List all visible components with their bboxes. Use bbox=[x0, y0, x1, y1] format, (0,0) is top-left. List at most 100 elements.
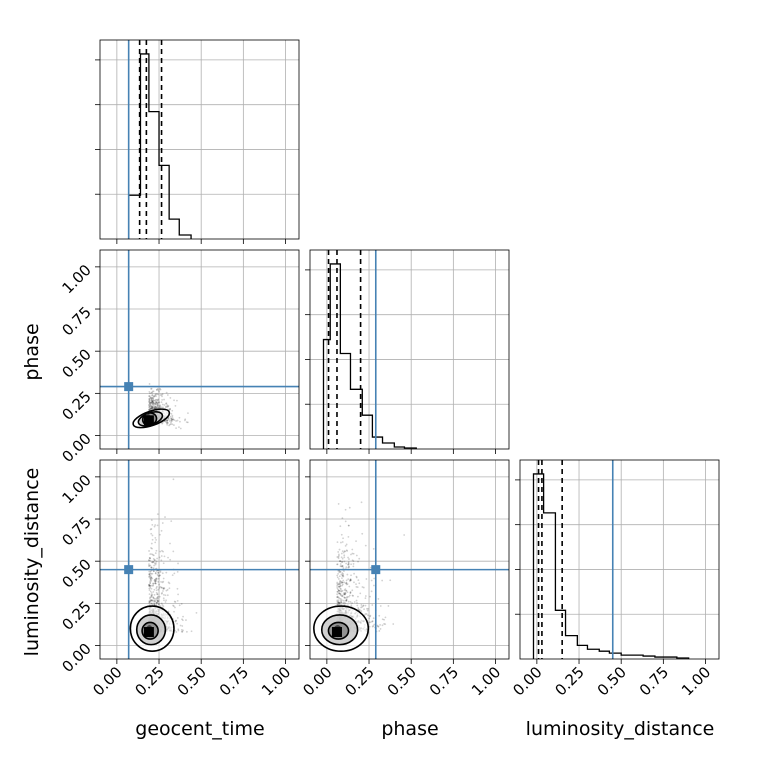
scatter-panel-geocent-time-vs-phase-point bbox=[175, 427, 177, 429]
scatter-panel-geocent-time-vs-luminosity-distance-point bbox=[150, 592, 153, 594]
scatter-panel-geocent-time-vs-phase-point bbox=[153, 395, 156, 398]
scatter-panel-geocent-time-vs-phase-point bbox=[171, 416, 174, 418]
scatter-panel-phase-vs-luminosity-distance-point bbox=[366, 609, 369, 612]
scatter-panel-geocent-time-vs-luminosity-distance-point bbox=[152, 553, 154, 556]
scatter-panel-phase-vs-luminosity-distance-point bbox=[360, 604, 363, 606]
scatter-panel-geocent-time-vs-phase-point bbox=[152, 402, 155, 405]
scatter-panel-phase-vs-luminosity-distance-point bbox=[345, 562, 348, 565]
scatter-panel-geocent-time-vs-luminosity-distance-point bbox=[153, 600, 155, 603]
scatter-panel-phase-vs-luminosity-distance-point bbox=[361, 532, 364, 535]
scatter-panel-phase-vs-luminosity-distance-point bbox=[376, 625, 379, 628]
scatter-panel-phase-vs-luminosity-distance-point bbox=[360, 610, 363, 612]
scatter-panel-geocent-time-vs-phase-point bbox=[149, 405, 151, 408]
scatter-panel-phase-vs-luminosity-distance-point bbox=[347, 562, 350, 565]
scatter-panel-phase-vs-luminosity-distance-point bbox=[340, 552, 343, 555]
scatter-panel-geocent-time-vs-phase-point bbox=[170, 419, 173, 422]
scatter-panel-geocent-time-vs-luminosity-distance-point bbox=[154, 536, 157, 539]
scatter-panel-phase-vs-luminosity-distance-point bbox=[337, 589, 340, 592]
scatter-panel-phase-vs-luminosity-distance-point bbox=[337, 585, 340, 588]
scatter-panel-geocent-time-vs-phase-point bbox=[160, 394, 163, 396]
scatter-panel-phase-vs-luminosity-distance-point bbox=[355, 585, 358, 588]
scatter-panel-geocent-time-vs-luminosity-distance-point bbox=[149, 580, 152, 583]
scatter-panel-geocent-time-vs-luminosity-distance-point bbox=[148, 584, 151, 587]
scatter-panel-geocent-time-vs-luminosity-distance-point bbox=[181, 619, 184, 622]
scatter-panel-phase-vs-luminosity-distance-point bbox=[345, 589, 348, 592]
scatter-panel-geocent-time-vs-luminosity-distance-point bbox=[153, 588, 156, 591]
scatter-panel-geocent-time-vs-phase-point bbox=[169, 423, 171, 426]
scatter-panel-geocent-time-vs-luminosity-distance-point bbox=[148, 556, 151, 559]
scatter-panel-phase-vs-luminosity-distance-point bbox=[341, 583, 344, 586]
scatter-panel-geocent-time-vs-luminosity-distance-point bbox=[160, 529, 163, 532]
scatter-panel-geocent-time-vs-phase-point bbox=[154, 406, 157, 408]
scatter-panel-phase-vs-luminosity-distance-point bbox=[341, 574, 344, 576]
scatter-panel-geocent-time-vs-luminosity-distance-point bbox=[149, 577, 152, 580]
scatter-panel-phase-vs-luminosity-distance-point bbox=[348, 594, 351, 597]
scatter-panel-phase-vs-luminosity-distance-point bbox=[343, 560, 346, 563]
scatter-panel-phase-vs-luminosity-distance-point bbox=[345, 599, 348, 602]
scatter-panel-phase-vs-luminosity-distance-point bbox=[341, 594, 344, 597]
scatter-panel-phase-vs-luminosity-distance-point bbox=[347, 600, 350, 603]
scatter-panel-geocent-time-vs-luminosity-distance-point bbox=[159, 605, 162, 607]
scatter-panel-phase-vs-luminosity-distance-point bbox=[371, 625, 374, 628]
scatter-panel-geocent-time-vs-phase-point bbox=[148, 401, 150, 403]
scatter-panel-geocent-time-vs-luminosity-distance-point bbox=[173, 610, 175, 613]
scatter-panel-geocent-time-vs-luminosity-distance-point bbox=[167, 581, 170, 584]
scatter-panel-geocent-time-vs-phase-point bbox=[160, 401, 163, 404]
scatter-panel-phase-vs-luminosity-distance-point bbox=[350, 574, 352, 577]
scatter-panel-geocent-time-vs-luminosity-distance-point bbox=[165, 571, 168, 574]
scatter-panel-geocent-time-vs-phase-point bbox=[150, 401, 153, 404]
ytick-label-phase-0: 0.00 bbox=[58, 430, 94, 466]
scatter-panel-geocent-time-vs-luminosity-distance-point bbox=[153, 525, 156, 528]
scatter-panel-phase-vs-luminosity-distance-point bbox=[348, 506, 351, 509]
scatter-panel-geocent-time-vs-luminosity-distance-point bbox=[159, 533, 161, 536]
scatter-panel-phase-vs-luminosity-distance-point bbox=[343, 592, 345, 594]
scatter-panel-phase-vs-luminosity-distance-point bbox=[346, 591, 349, 594]
ylabel-phase: phase bbox=[21, 323, 43, 380]
scatter-panel-phase-vs-luminosity-distance-point bbox=[389, 579, 392, 582]
scatter-panel-phase-vs-luminosity-distance-point bbox=[343, 570, 345, 573]
scatter-panel-geocent-time-vs-phase-point bbox=[165, 391, 168, 394]
scatter-panel-phase-vs-luminosity-distance-point bbox=[340, 556, 343, 559]
scatter-panel-phase-vs-luminosity-distance-point bbox=[341, 564, 344, 567]
scatter-panel-geocent-time-vs-phase-point bbox=[151, 407, 154, 409]
scatter-panel-geocent-time-vs-luminosity-distance-point bbox=[149, 586, 152, 589]
scatter-panel-phase-vs-luminosity-distance-point bbox=[343, 581, 346, 584]
scatter-panel-geocent-time-vs-luminosity-distance-point bbox=[168, 582, 171, 585]
scatter-panel-geocent-time-vs-luminosity-distance-point bbox=[160, 559, 163, 562]
scatter-panel-geocent-time-vs-luminosity-distance-point bbox=[180, 603, 183, 605]
scatter-panel-geocent-time-vs-luminosity-distance-point bbox=[152, 582, 154, 585]
xtick-label-luminosity-distance-3: 0.75 bbox=[636, 663, 672, 699]
scatter-panel-geocent-time-vs-phase-point bbox=[156, 387, 159, 390]
scatter-panel-geocent-time-vs-luminosity-distance-point bbox=[154, 582, 157, 585]
scatter-panel-phase-vs-luminosity-distance-point bbox=[337, 601, 340, 604]
scatter-panel-geocent-time-vs-luminosity-distance-point bbox=[173, 572, 176, 575]
scatter-panel-phase-vs-luminosity-distance-point bbox=[336, 556, 339, 558]
scatter-panel-geocent-time-vs-luminosity-distance-point bbox=[174, 606, 176, 609]
scatter-panel-geocent-time-vs-phase-point bbox=[159, 387, 161, 390]
scatter-panel-geocent-time-vs-luminosity-distance-point bbox=[149, 576, 152, 579]
scatter-panel-geocent-time-vs-luminosity-distance-point bbox=[150, 587, 153, 590]
scatter-panel-geocent-time-vs-phase-point bbox=[152, 401, 155, 404]
scatter-panel-geocent-time-vs-phase-point bbox=[166, 422, 169, 425]
scatter-panel-geocent-time-vs-luminosity-distance-point bbox=[149, 582, 152, 585]
scatter-panel-geocent-time-vs-luminosity-distance-point bbox=[154, 598, 157, 600]
scatter-panel-geocent-time-vs-luminosity-distance-point bbox=[156, 596, 159, 599]
scatter-panel-geocent-time-vs-phase-point bbox=[148, 408, 151, 410]
scatter-panel-geocent-time-vs-luminosity-distance-point bbox=[157, 577, 160, 580]
scatter-panel-geocent-time-vs-luminosity-distance-point bbox=[162, 597, 165, 600]
scatter-panel-geocent-time-vs-phase-point bbox=[168, 408, 171, 411]
scatter-panel-geocent-time-vs-luminosity-distance-point bbox=[156, 601, 159, 604]
scatter-panel-phase-vs-luminosity-distance-point bbox=[364, 544, 367, 547]
scatter-panel-phase-vs-luminosity-distance-point bbox=[344, 592, 347, 595]
scatter-panel-phase-vs-luminosity-distance-point bbox=[342, 574, 345, 577]
scatter-panel-phase-vs-luminosity-distance-point bbox=[340, 601, 343, 604]
scatter-panel-geocent-time-vs-phase-point bbox=[153, 395, 156, 398]
scatter-panel-phase-vs-luminosity-distance-point bbox=[343, 593, 346, 596]
scatter-panel-phase-vs-luminosity-distance-point bbox=[368, 617, 371, 620]
scatter-panel-geocent-time-vs-luminosity-distance-point bbox=[156, 513, 159, 516]
scatter-panel-phase-vs-luminosity-distance-point bbox=[338, 548, 341, 551]
scatter-panel-geocent-time-vs-phase-point bbox=[151, 400, 154, 402]
scatter-panel-phase-vs-luminosity-distance-point bbox=[349, 601, 352, 603]
scatter-panel-geocent-time-vs-luminosity-distance-point bbox=[157, 580, 160, 583]
scatter-panel-geocent-time-vs-luminosity-distance-point bbox=[148, 584, 150, 586]
